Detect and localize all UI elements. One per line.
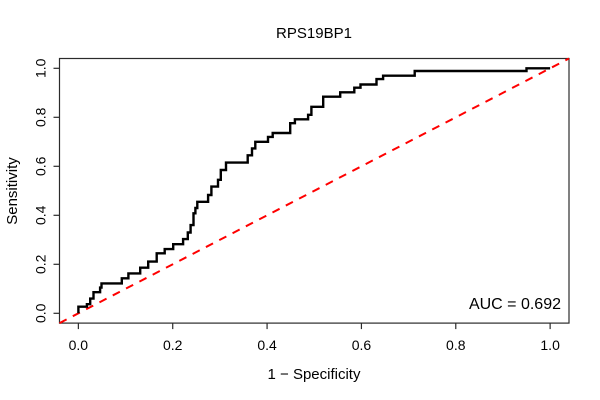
- x-axis-title: 1 − Specificity: [268, 366, 361, 383]
- x-tick-label: 0.6: [352, 337, 372, 353]
- y-tick-label: 0.8: [33, 107, 49, 127]
- plot-box: [58, 57, 570, 324]
- y-tick-label: 0.0: [33, 303, 49, 323]
- y-axis-ticks: 0.0 0.2 0.4 0.6 0.8 1.0: [33, 58, 60, 323]
- y-axis-title: Sensitivity: [4, 157, 21, 225]
- chance-diagonal-line: [59, 57, 570, 324]
- auc-annotation: AUC = 0.692: [469, 296, 561, 313]
- y-tick-label: 0.2: [33, 254, 49, 274]
- x-tick-label: 0.2: [163, 337, 183, 353]
- x-tick-label: 0.0: [69, 337, 89, 353]
- chart-title: RPS19BP1: [276, 25, 352, 42]
- x-tick-label: 0.8: [446, 337, 466, 353]
- roc-curve-path: [77, 67, 551, 314]
- x-tick-label: 1.0: [540, 337, 560, 353]
- y-tick-label: 0.6: [33, 156, 49, 176]
- y-tick-label: 0.4: [33, 205, 49, 225]
- x-tick-label: 0.4: [257, 337, 277, 353]
- x-axis-ticks: 0.0 0.2 0.4 0.6 0.8 1.0: [69, 323, 560, 353]
- y-tick-label: 1.0: [33, 58, 49, 78]
